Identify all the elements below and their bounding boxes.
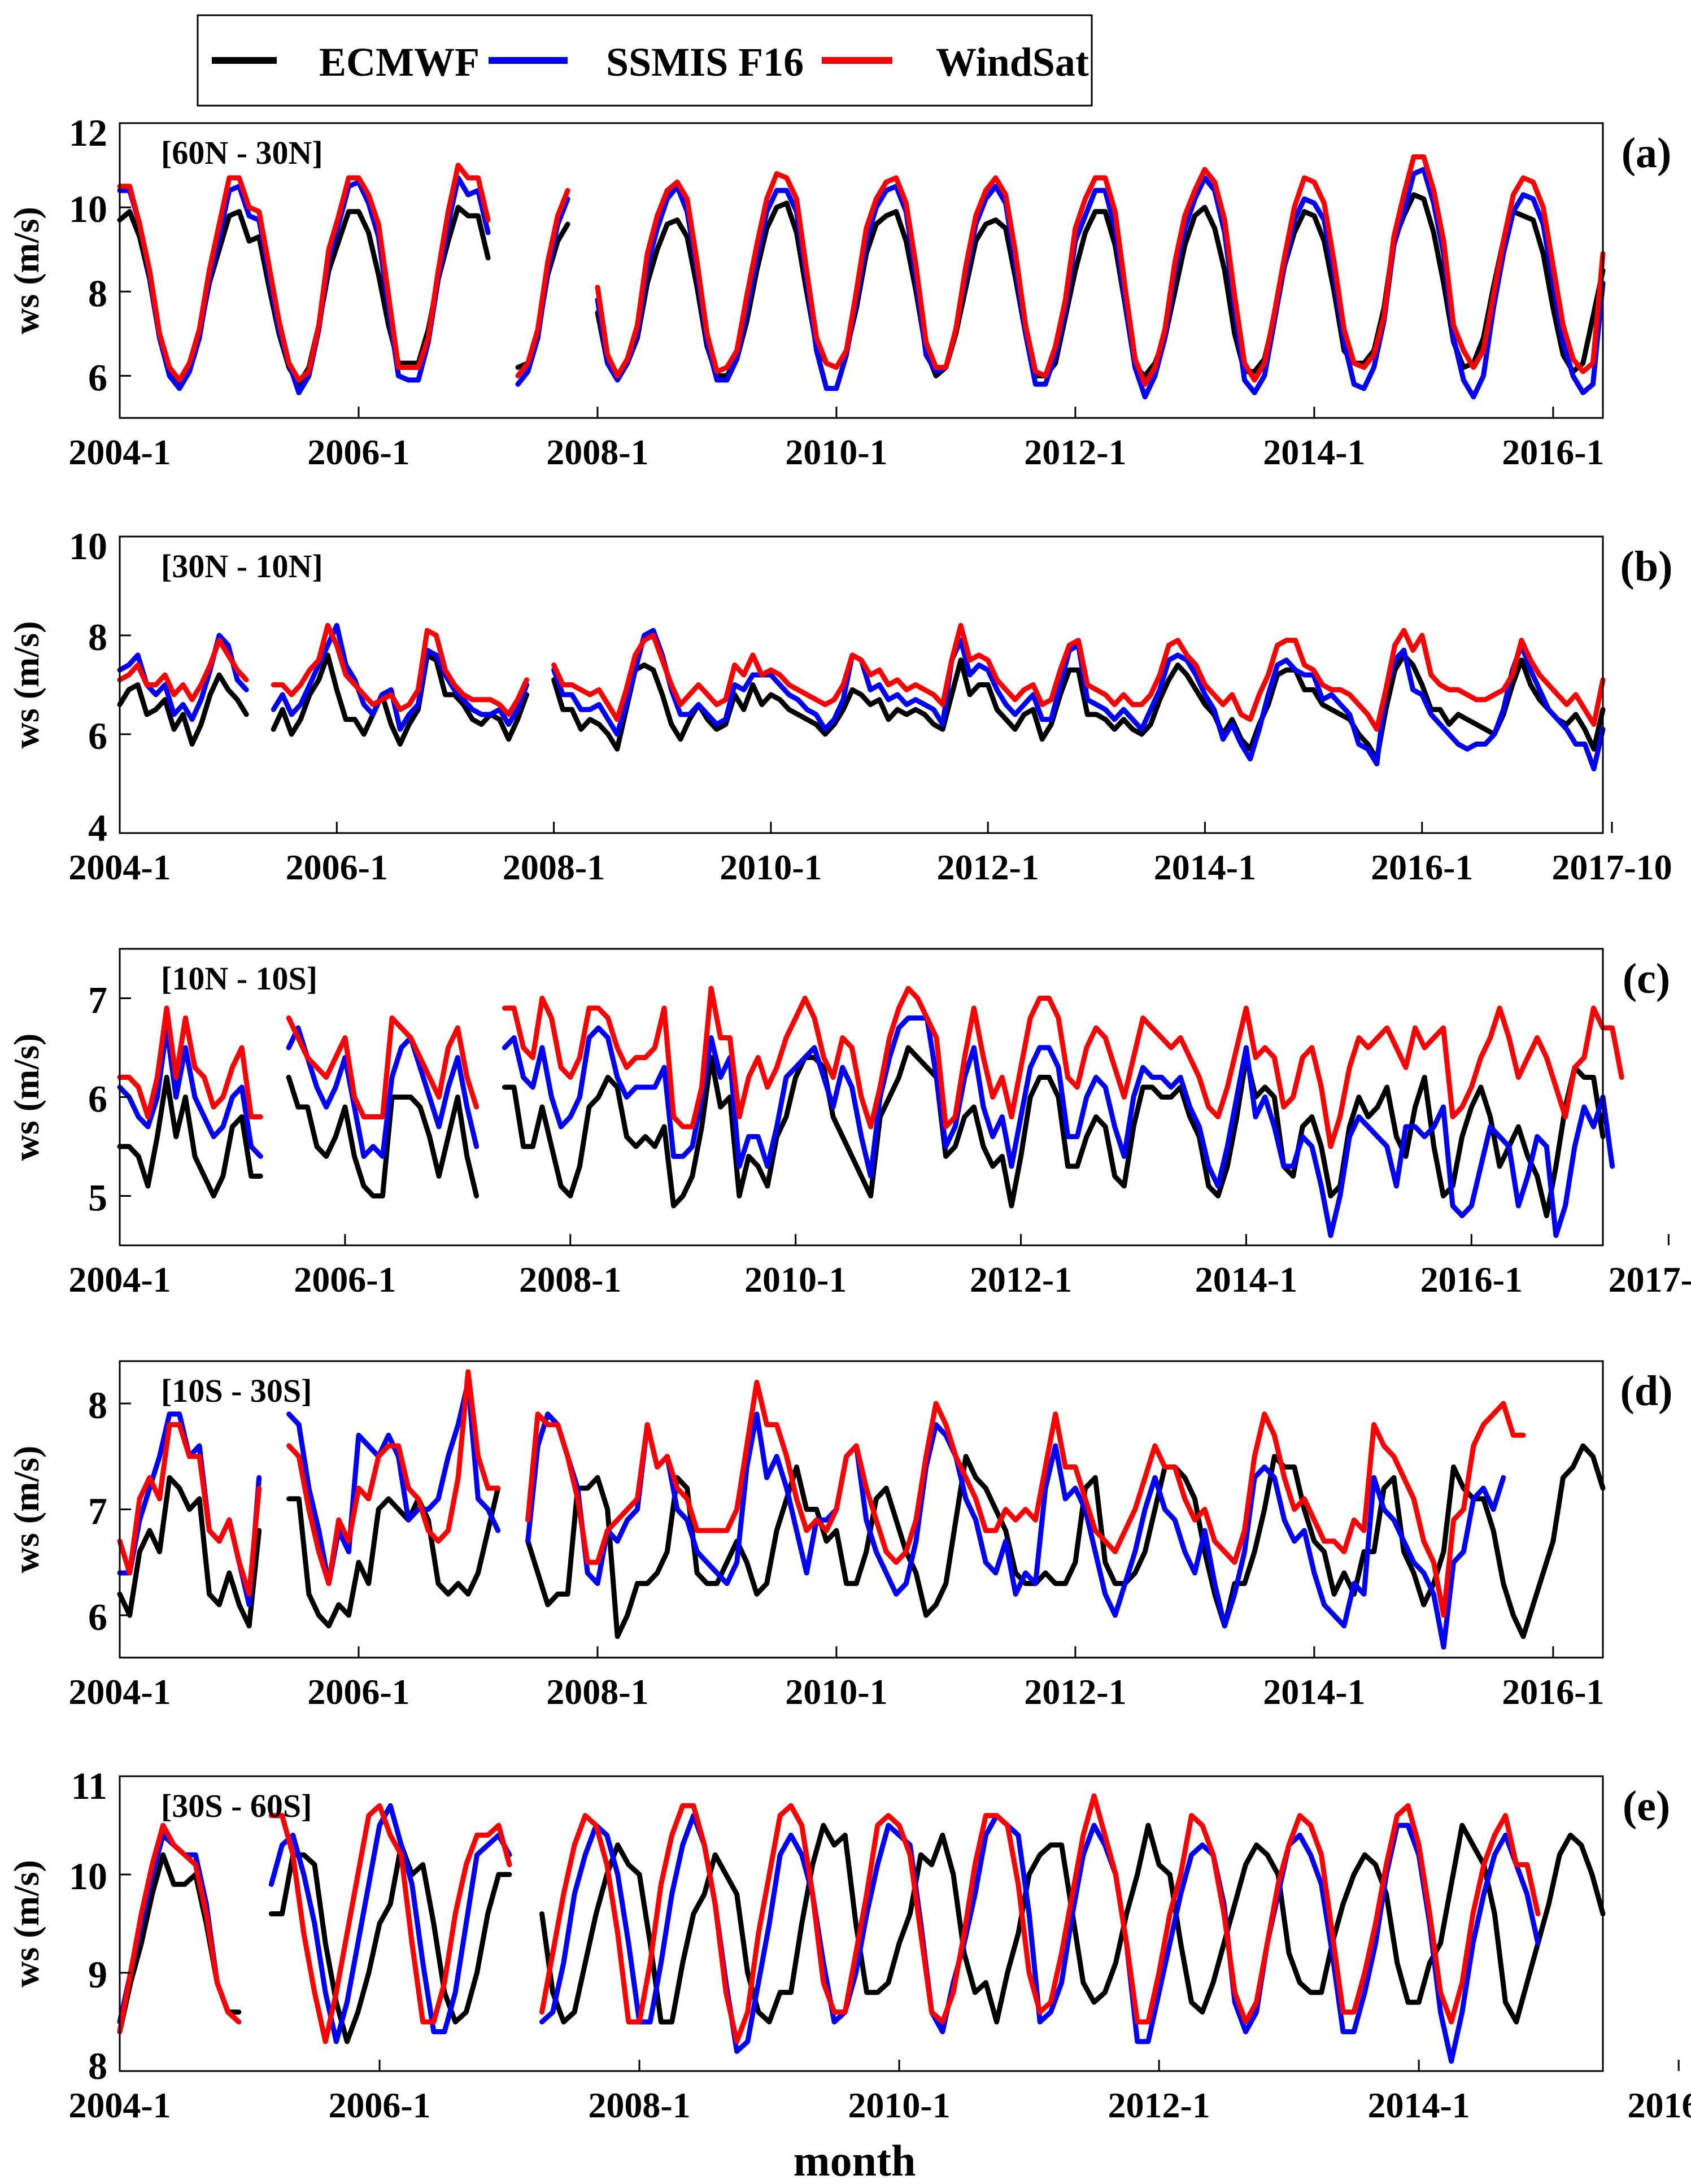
region-label: [60N - 30N] [161,134,323,171]
series-line-windsat [117,1793,1541,2044]
y-tick-label: 10 [69,1855,107,1898]
x-tick-label: 2006-1 [328,2085,430,2125]
y-tick-label: 7 [88,1490,107,1533]
x-tick-label: 2010-1 [720,847,822,887]
series-line-ecmwf [117,192,1606,387]
region-label: [10N - 10S] [161,960,317,997]
x-tick-label: 2008-1 [503,847,605,887]
x-tick-label: 2004-1 [68,2085,171,2125]
x-tick-label: 2012-1 [1024,1672,1126,1712]
series-line-ecmwf [117,1443,1606,1639]
x-tick-label: 2004-1 [68,1672,171,1712]
x-tick-label: 2008-1 [519,1259,621,1300]
legend-label: WindSat [936,40,1089,85]
x-tick-label: 2006-1 [307,432,409,472]
panels: 6 8 10 12 2004-1 2006-1 2008-1 2010-1 2012-1 2014… [6,111,1691,2125]
y-tick-label: 9 [88,1953,107,1996]
y-tick-label: 11 [71,1764,107,1807]
x-axis-label: month [794,2136,916,2184]
x-tick-label: 2012-1 [970,1259,1072,1300]
series-line-ssmis-f16 [117,1015,1615,1238]
x-tick-label: 2010-1 [848,2085,950,2125]
x-tick-label: 2010-1 [785,1672,887,1712]
x-tick-label: 2012-1 [1108,2085,1210,2125]
panel-a: 6 8 10 12 2004-1 2006-1 2008-1 2010-1 2012-1 2014… [6,111,1672,472]
panel-label: (e) [1623,1782,1670,1830]
series-line-windsat [117,986,1624,1149]
y-tick-label: 10 [69,525,107,568]
series-line-ssmis-f16 [117,1380,1506,1650]
series-line-windsat [117,154,1606,387]
y-tick-label: 10 [69,188,107,230]
panel-label: (d) [1620,1367,1673,1415]
x-tick-label: 2017-10 [1609,1259,1691,1300]
y-tick-label: 12 [69,111,107,154]
x-tick-label: 2006-1 [307,1672,409,1712]
x-tick-label: 2014-1 [1195,1259,1297,1300]
x-tick-label: 2016-1 [1502,432,1604,472]
panel-label: (c) [1623,955,1670,1002]
axes-box [119,1775,1604,2072]
y-axis-label: ws (m/s) [6,207,46,334]
y-axis-label: ws (m/s) [6,1034,46,1161]
legend-label: SSMIS F16 [606,40,804,85]
x-tick-label: 2016-1 [1502,1672,1604,1712]
y-axis-label: ws (m/s) [6,1446,46,1573]
x-tick-label: 2008-1 [546,432,648,472]
y-tick-label: 6 [88,1078,107,1121]
x-tick-label: 2012-1 [1024,432,1126,472]
x-tick-label: 2006-1 [286,847,388,887]
legend: ECMWF SSMIS F16 WindSat [197,14,1093,107]
y-axis-label: ws (m/s) [6,1860,46,1987]
x-tick-label: 2016-1 [1628,2085,1691,2125]
x-tick-label: 2017-10 [1551,847,1672,887]
panel-e: 8 9 10 11 2004-1 2006-1 2008-1 2010-1 2012-1 2014… [6,1764,1691,2125]
y-tick-label: 6 [88,714,107,757]
panel-label: (b) [1620,543,1673,590]
region-label: [30S - 60S] [161,1788,312,1824]
series-line-windsat [117,623,1606,732]
y-tick-label: 4 [88,807,107,849]
x-tick-label: 2004-1 [68,1259,171,1300]
x-tick-label: 2016-1 [1371,847,1473,887]
x-tick-label: 2006-1 [294,1259,396,1300]
region-label: [30N - 10N] [161,548,323,585]
series-line-ssmis-f16 [117,1803,1541,2064]
panel-b: 4 6 8 10 2004-1 2006-1 2008-1 2010-1 2012-1 2014-… [6,525,1672,887]
y-tick-label: 6 [88,356,107,399]
x-tick-label: 2014-1 [1154,847,1256,887]
legend-label: ECMWF [319,40,480,85]
panel-c: 5 6 7 2004-1 2006-1 2008-1 2010-1 2012-1 2014-1 2… [6,948,1691,1300]
axes-box [119,535,1604,834]
region-label: [10S - 30S] [161,1372,312,1409]
y-tick-label: 7 [88,979,107,1022]
x-tick-label: 2004-1 [68,432,171,472]
x-tick-label: 2016-1 [1420,1259,1523,1300]
y-tick-label: 6 [88,1596,107,1638]
x-tick-label: 2014-1 [1367,2085,1470,2125]
panel-label: (a) [1622,129,1672,177]
x-tick-label: 2008-1 [546,1672,648,1712]
x-tick-label: 2010-1 [744,1259,847,1300]
x-tick-label: 2010-1 [785,432,887,472]
y-tick-label: 8 [88,1384,107,1427]
series-line-windsat [117,1369,1526,1618]
series-line-ecmwf [117,1045,1606,1218]
panel-d: 6 7 8 2004-1 2006-1 2008-1 2010-1 2012-1 2014-1 2… [6,1360,1673,1712]
y-axis-label: ws (m/s) [6,621,46,749]
y-tick-label: 8 [88,616,107,659]
y-tick-label: 5 [88,1176,107,1219]
y-tick-label: 8 [88,2044,107,2087]
x-tick-label: 2004-1 [68,847,171,887]
x-tick-label: 2014-1 [1263,1672,1365,1712]
y-tick-label: 8 [88,272,107,315]
x-tick-label: 2008-1 [588,2085,690,2125]
legend-box [197,14,1093,107]
x-tick-label: 2014-1 [1263,432,1365,472]
x-tick-label: 2012-1 [937,847,1039,887]
axes-box [119,122,1604,419]
